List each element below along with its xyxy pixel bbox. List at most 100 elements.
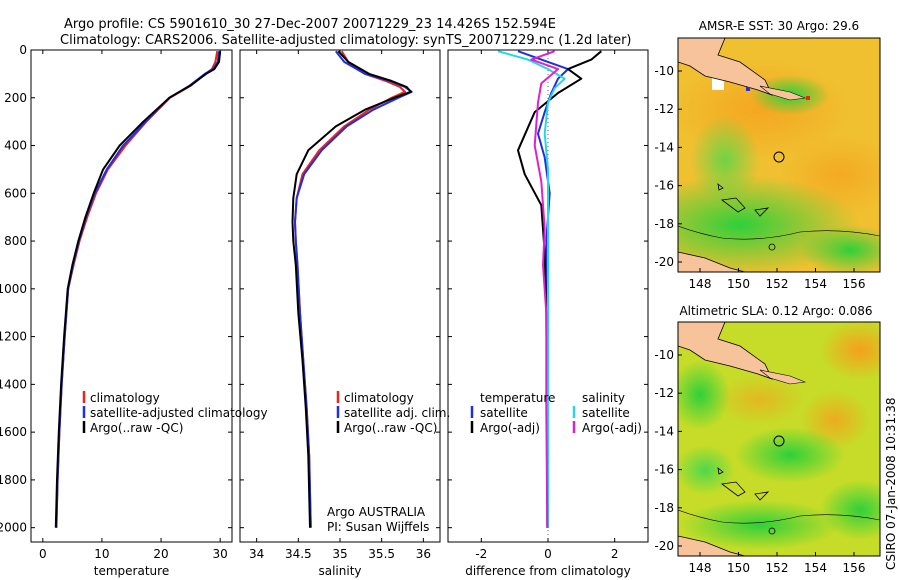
sla-high-patch bbox=[820, 322, 880, 380]
x-tick-label: 34.5 bbox=[285, 547, 312, 561]
series-salinity-argo-adj bbox=[530, 50, 559, 528]
x-tick-label: -2 bbox=[475, 547, 487, 561]
sla-high-patch bbox=[715, 375, 805, 425]
map-x-tick-label: 150 bbox=[727, 277, 750, 291]
land-mass bbox=[678, 38, 773, 96]
argo-credit-line-2: PI: Susan Wijffels bbox=[327, 520, 429, 534]
land-mass bbox=[678, 251, 746, 272]
salinity-panel: 34 34.5 35 35.5 36 salinity bbox=[239, 49, 441, 578]
legend-header-salinity: salinity bbox=[582, 391, 625, 405]
y-tick-label: 200 bbox=[4, 91, 27, 105]
legend-label-temp-argo: Argo(-adj) bbox=[480, 421, 540, 435]
contour-marker bbox=[768, 243, 776, 251]
x-tick-label: 10 bbox=[94, 547, 109, 561]
map-y-tick-label: -14 bbox=[654, 140, 674, 154]
sla-map-frame bbox=[677, 321, 881, 557]
x-axis-label: temperature bbox=[94, 564, 169, 578]
legend-label-argo: Argo(..raw -QC) bbox=[344, 421, 437, 435]
x-tick-label: 20 bbox=[153, 547, 168, 561]
map-y-tick-label: -12 bbox=[654, 386, 674, 400]
map-x-tick-label: 156 bbox=[843, 277, 866, 291]
x-tick-label: 30 bbox=[213, 547, 228, 561]
map-x-tick-label: 154 bbox=[804, 561, 827, 575]
header-line-1: Argo profile: CS 5901610_30 27-Dec-2007 … bbox=[64, 17, 556, 32]
temperature-legend: climatology satellite-adjusted climatolo… bbox=[82, 391, 268, 435]
series-argo-raw-qc bbox=[54, 51, 222, 528]
depth-contour bbox=[678, 509, 880, 524]
x-tick-label: 0 bbox=[39, 547, 47, 561]
sst-blank-cell bbox=[712, 78, 724, 90]
map-y-tick-label: -16 bbox=[654, 179, 674, 193]
island bbox=[759, 85, 807, 101]
land-mass bbox=[678, 322, 773, 380]
legend-label-argo: Argo(..raw -QC) bbox=[90, 421, 183, 435]
y-tick-label: 1600 bbox=[0, 425, 27, 439]
x-tick-label: 34 bbox=[249, 547, 264, 561]
contour-marker bbox=[768, 527, 776, 535]
difference-panel: -2 0 2 difference from climatology bbox=[447, 49, 649, 578]
depth-contour bbox=[678, 225, 880, 240]
y-tick-label: 1800 bbox=[0, 473, 27, 487]
sst-cool-patch bbox=[690, 115, 760, 205]
y-tick-label: 600 bbox=[4, 186, 27, 200]
salinity-legend: climatology satellite adj. clim. Argo(..… bbox=[336, 391, 450, 435]
y-tick-label: 1200 bbox=[0, 330, 27, 344]
legend-label-climatology: climatology bbox=[344, 391, 414, 405]
argo-credit-line-1: Argo AUSTRALIA bbox=[327, 505, 426, 519]
sla-map bbox=[678, 322, 880, 556]
y-tick-label: 1400 bbox=[0, 377, 27, 391]
argo-position-marker bbox=[773, 435, 785, 447]
map-y-tick-label: -10 bbox=[654, 64, 674, 78]
satellite-pixel bbox=[746, 87, 750, 91]
legend-label-satellite: satellite adj. clim. bbox=[344, 406, 450, 420]
map-x-tick-label: 152 bbox=[766, 277, 789, 291]
map-y-tick-label: -18 bbox=[654, 501, 674, 515]
y-tick-label: 800 bbox=[4, 234, 27, 248]
reef-outline bbox=[717, 467, 770, 501]
sst-map-frame bbox=[677, 37, 881, 273]
sla-low-patch bbox=[680, 500, 840, 550]
map-x-tick-label: 154 bbox=[804, 277, 827, 291]
sst-map bbox=[678, 38, 880, 272]
sla-low-patch bbox=[820, 480, 880, 540]
sla-map-title: Altimetric SLA: 0.12 Argo: 0.086 bbox=[679, 304, 872, 318]
legend-label-temp-satellite: satellite bbox=[480, 406, 528, 420]
map-x-tick-label: 148 bbox=[689, 561, 712, 575]
sst-map-title: AMSR-E SST: 30 Argo: 29.6 bbox=[699, 19, 859, 33]
legend-label-sal-satellite: satellite bbox=[582, 406, 630, 420]
map-x-tick-label: 152 bbox=[766, 561, 789, 575]
y-tick-label: 0 bbox=[19, 43, 27, 57]
x-axis-label: salinity bbox=[318, 564, 361, 578]
map-y-tick-label: -18 bbox=[654, 217, 674, 231]
x-tick-label: 35 bbox=[332, 547, 347, 561]
sla-low-patch bbox=[735, 427, 845, 483]
y-tick-label: 2000 bbox=[0, 521, 27, 535]
sla-map-ticks: 148 150 152 154 156 -10 -12 -14 -16 -18 -20 bbox=[654, 348, 865, 575]
map-y-tick-label: -20 bbox=[654, 539, 674, 553]
sla-low-patch bbox=[678, 445, 735, 495]
header-line-2: Climatology: CARS2006. Satellite-adjuste… bbox=[60, 33, 632, 48]
legend-label-climatology: climatology bbox=[90, 391, 160, 405]
csiro-timestamp: CSIRO 07-Jan-2008 10:31:38 bbox=[884, 398, 898, 570]
legend-label-satellite: satellite-adjusted climatology bbox=[90, 406, 268, 420]
x-tick-label: 35.5 bbox=[368, 547, 395, 561]
series-salinity-satellite bbox=[497, 50, 566, 528]
map-y-tick-label: -12 bbox=[654, 102, 674, 116]
series-argo-raw-qc bbox=[291, 50, 412, 528]
sst-cool-patch bbox=[800, 225, 880, 272]
x-axis-label: difference from climatology bbox=[465, 564, 631, 578]
reef-outline bbox=[717, 183, 770, 217]
map-y-tick-label: -10 bbox=[654, 348, 674, 362]
map-x-tick-label: 150 bbox=[727, 561, 750, 575]
y-tick-label: 1000 bbox=[0, 282, 27, 296]
map-x-tick-label: 156 bbox=[843, 561, 866, 575]
legend-header-temperature: temperature bbox=[480, 391, 555, 405]
x-tick-label: 36 bbox=[416, 547, 431, 561]
land-mass bbox=[678, 535, 746, 556]
sst-map-ticks: 148 150 152 154 156 -10 -12 -14 -16 -18 -20 bbox=[654, 64, 865, 291]
x-tick-label: 0 bbox=[544, 547, 552, 561]
map-y-tick-label: -14 bbox=[654, 424, 674, 438]
x-tick-label: 2 bbox=[611, 547, 619, 561]
satellite-pixel bbox=[806, 96, 810, 100]
